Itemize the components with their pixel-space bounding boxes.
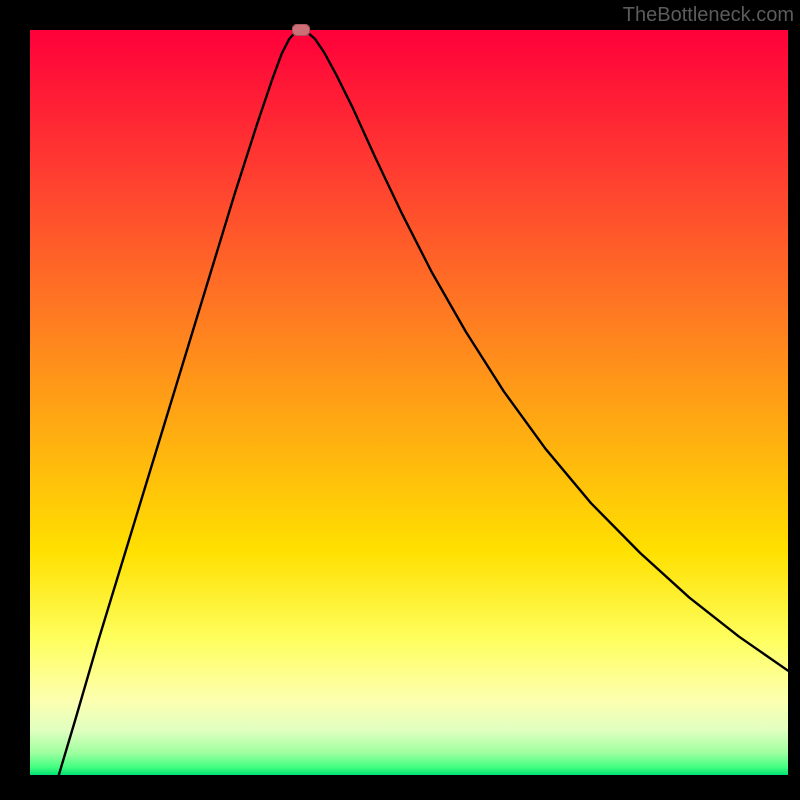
figure-root: TheBottleneck.com [0, 0, 800, 800]
bottleneck-curve [30, 30, 788, 775]
watermark-label: TheBottleneck.com [623, 4, 794, 27]
plot-area [30, 30, 788, 775]
minimum-marker [292, 24, 310, 36]
